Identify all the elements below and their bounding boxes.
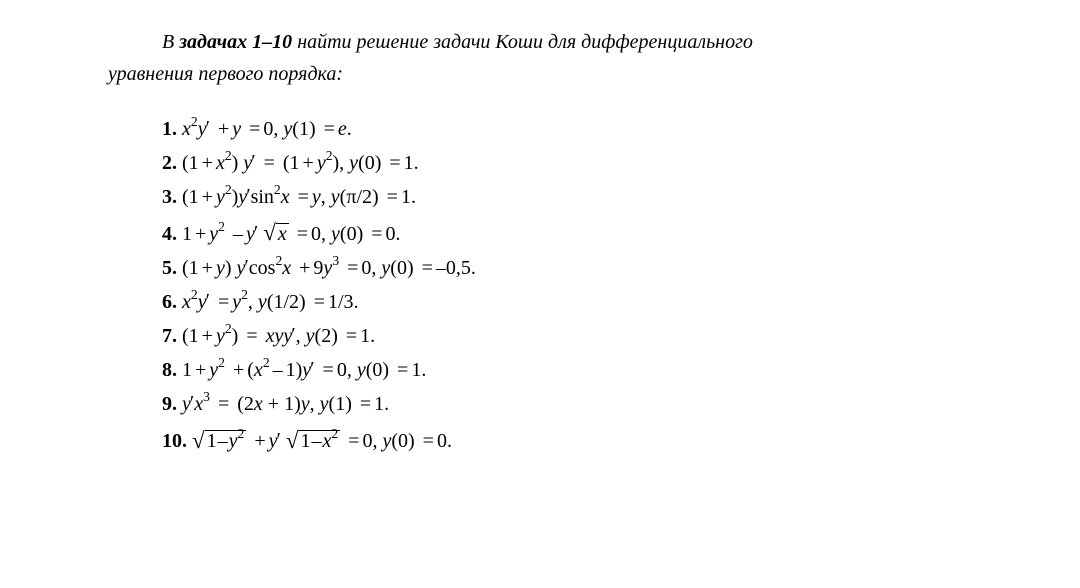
sqrt-icon: √1–y2 — [192, 427, 246, 452]
equation: 1+y2 –y′ √x =0, y(0) =0. — [182, 223, 401, 245]
equation: 1+y2 +(x2–1)y′ =0, y(0) =1. — [182, 359, 426, 381]
intro-paragraph: В задачах 1–10 найти решение задачи Коши… — [108, 26, 1008, 90]
task-7: 7. (1+y2) = xyy′, y(2) =1. — [162, 319, 1008, 353]
equation: (1+y) y′cos2x +9y3 =0, y(0) =–0,5. — [182, 257, 476, 279]
sqrt-icon: √x — [263, 220, 289, 245]
equation: (1+x2) y′ = (1+y2), y(0) =1. — [182, 152, 419, 174]
task-8: 8. 1+y2 +(x2–1)y′ =0, y(0) =1. — [162, 353, 1008, 387]
sqrt-icon: √1–x2 — [286, 427, 340, 452]
task-2: 2. (1+x2) y′ = (1+y2), y(0) =1. — [162, 146, 1008, 180]
intro-mid: найти решение задачи Коши для дифференци… — [292, 31, 753, 53]
equation: (1+y2) = xyy′, y(2) =1. — [182, 325, 375, 347]
equation: (1+y2)y′sin2x =y, y(π/2) =1. — [182, 186, 416, 208]
intro-prefix: В — [162, 31, 179, 53]
task-number: 6. — [162, 291, 177, 313]
equation: y′x3 = (2x + 1)y, y(1) =1. — [182, 393, 389, 415]
task-4: 4. 1+y2 –y′ √x =0, y(0) =0. — [162, 214, 1008, 251]
intro-line2: уравнения первого порядка: — [108, 63, 343, 85]
task-number: 3. — [162, 186, 177, 208]
task-number: 7. — [162, 325, 177, 347]
task-3: 3. (1+y2)y′sin2x =y, y(π/2) =1. — [162, 180, 1008, 214]
task-number: 1. — [162, 118, 177, 140]
equation: √1–y2 +y′ √1–x2 =0, y(0) =0. — [192, 430, 452, 452]
tasks-list: 1. x2y′ +y =0, y(1) =e. 2. (1+x2) y′ = (… — [162, 112, 1008, 459]
intro-line1: В задачах 1–10 найти решение задачи Коши… — [162, 31, 753, 53]
task-number: 4. — [162, 223, 177, 245]
equation: x2y′ +y =0, y(1) =e. — [182, 118, 352, 140]
task-9: 9. y′x3 = (2x + 1)y, y(1) =1. — [162, 387, 1008, 421]
task-5: 5. (1+y) y′cos2x +9y3 =0, y(0) =–0,5. — [162, 251, 1008, 285]
equation: x2y′ =y2, y(1/2) =1/3. — [182, 291, 359, 313]
task-10: 10. √1–y2 +y′ √1–x2 =0, y(0) =0. — [162, 421, 1008, 458]
task-number: 8. — [162, 359, 177, 381]
task-number: 9. — [162, 393, 177, 415]
task-6: 6. x2y′ =y2, y(1/2) =1/3. — [162, 285, 1008, 319]
task-number: 10. — [162, 430, 187, 452]
task-number: 5. — [162, 257, 177, 279]
intro-bold: задачах 1–10 — [179, 31, 292, 53]
task-number: 2. — [162, 152, 177, 174]
page: В задачах 1–10 найти решение задачи Коши… — [0, 0, 1008, 459]
task-1: 1. x2y′ +y =0, y(1) =e. — [162, 112, 1008, 146]
